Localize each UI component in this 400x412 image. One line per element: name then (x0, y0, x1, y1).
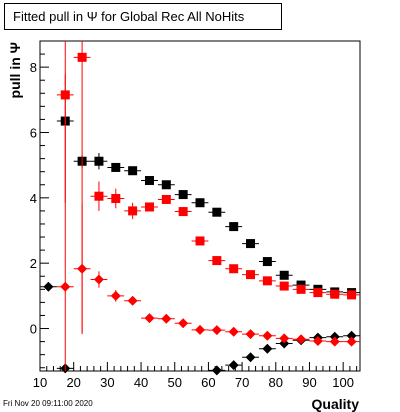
data-point (212, 207, 222, 217)
data-point (178, 207, 188, 217)
data-point (128, 166, 138, 176)
data-point (93, 274, 104, 285)
y-tick-label: 8 (30, 60, 37, 75)
data-point (161, 194, 171, 204)
x-axis-title: Quality (312, 396, 360, 412)
data-point (262, 276, 272, 286)
data-point (245, 329, 256, 340)
data-point (346, 336, 357, 347)
x-tick-label: 90 (302, 375, 316, 390)
data-point (77, 263, 88, 274)
data-point (279, 270, 289, 280)
data-point (77, 52, 87, 62)
data-point (279, 281, 289, 291)
data-point (246, 270, 256, 280)
data-point (211, 365, 222, 376)
x-tick-label: 40 (134, 375, 148, 390)
x-tick-label: 20 (66, 375, 80, 390)
y-tick-label: 0 (30, 322, 37, 337)
data-point (178, 318, 189, 329)
data-point (312, 335, 323, 346)
x-tick-label: 60 (201, 375, 215, 390)
series-1 (56, 41, 360, 332)
y-tick-label: 2 (30, 256, 37, 271)
data-point (195, 324, 205, 335)
y-tick-label: 6 (30, 125, 37, 140)
x-tick-label: 80 (269, 375, 283, 390)
data-point (245, 352, 256, 363)
data-point (228, 326, 239, 337)
y-tick-label: 4 (30, 191, 37, 206)
data-point (246, 239, 256, 249)
data-point (60, 281, 71, 292)
data-point (144, 202, 154, 212)
data-point (296, 284, 306, 294)
data-point (279, 333, 290, 344)
data-point (279, 338, 290, 349)
data-point (211, 325, 222, 336)
data-point (161, 180, 171, 190)
x-tick-label: 50 (168, 375, 182, 390)
data-point (144, 313, 155, 324)
data-point (178, 190, 188, 200)
data-point (330, 289, 340, 299)
x-tick-label: 70 (235, 375, 249, 390)
data-point (296, 334, 307, 345)
data-point (94, 191, 104, 201)
data-point (228, 360, 239, 371)
data-point (229, 264, 239, 274)
x-tick-label: 10 (33, 375, 47, 390)
data-point (111, 193, 121, 203)
data-point (128, 206, 138, 216)
chart-title: Fitted pull in Ψ for Global Rec All NoHi… (4, 3, 282, 30)
data-point (262, 330, 273, 341)
data-point (195, 198, 205, 208)
series-3 (56, 74, 360, 371)
data-point (212, 256, 222, 266)
plot-frame (39, 40, 361, 372)
data-point (195, 236, 205, 246)
data-point (161, 313, 172, 324)
data-point (127, 295, 138, 306)
x-tick-label: 30 (100, 375, 114, 390)
data-point (229, 222, 239, 232)
data-point (329, 336, 340, 347)
timestamp: Fri Nov 20 09:11:00 2020 (3, 399, 93, 408)
data-point (43, 281, 54, 292)
data-point (262, 343, 273, 354)
data-point (313, 288, 323, 298)
data-point (262, 257, 272, 267)
data-point (144, 176, 154, 186)
data-point (94, 156, 104, 166)
data-point (347, 290, 357, 300)
y-axis-title: pull in Ψ (7, 42, 23, 98)
data-point (346, 330, 357, 341)
series-0 (56, 116, 360, 298)
x-tick-label: 100 (332, 375, 354, 390)
data-point (111, 162, 121, 172)
data-point (110, 290, 121, 301)
